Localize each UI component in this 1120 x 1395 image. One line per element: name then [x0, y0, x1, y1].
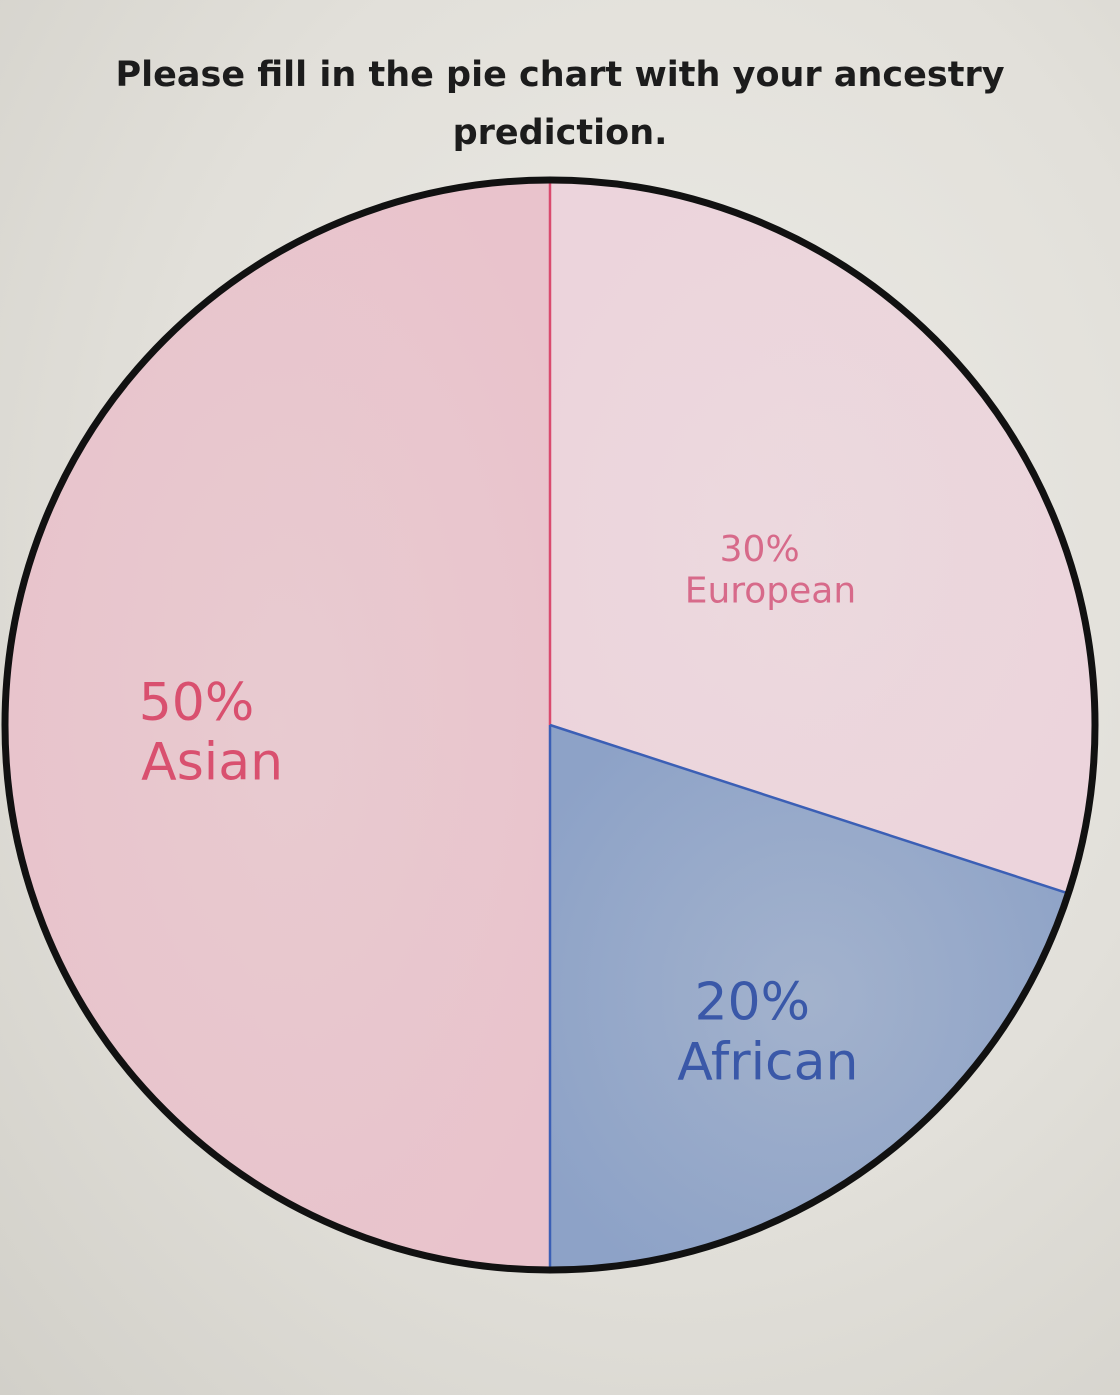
- slice-label-african: African: [677, 1032, 858, 1092]
- slice-percent-african: 20%: [694, 973, 810, 1033]
- slice-divider-african: [549, 723, 1069, 895]
- slice-percent-asian: 50%: [139, 673, 255, 733]
- pie-slice-european: [550, 180, 1095, 894]
- pie-slice-african: [550, 725, 1069, 1270]
- pie-outline: [1, 176, 1099, 1274]
- worksheet-heading: Please fill in the pie chart with your a…: [115, 55, 1005, 153]
- pie-slice-asian: [5, 180, 550, 1270]
- slice-percent-european: 30%: [720, 529, 800, 570]
- slice-label-european: European: [685, 571, 856, 612]
- slice-label-asian: Asian: [141, 733, 283, 793]
